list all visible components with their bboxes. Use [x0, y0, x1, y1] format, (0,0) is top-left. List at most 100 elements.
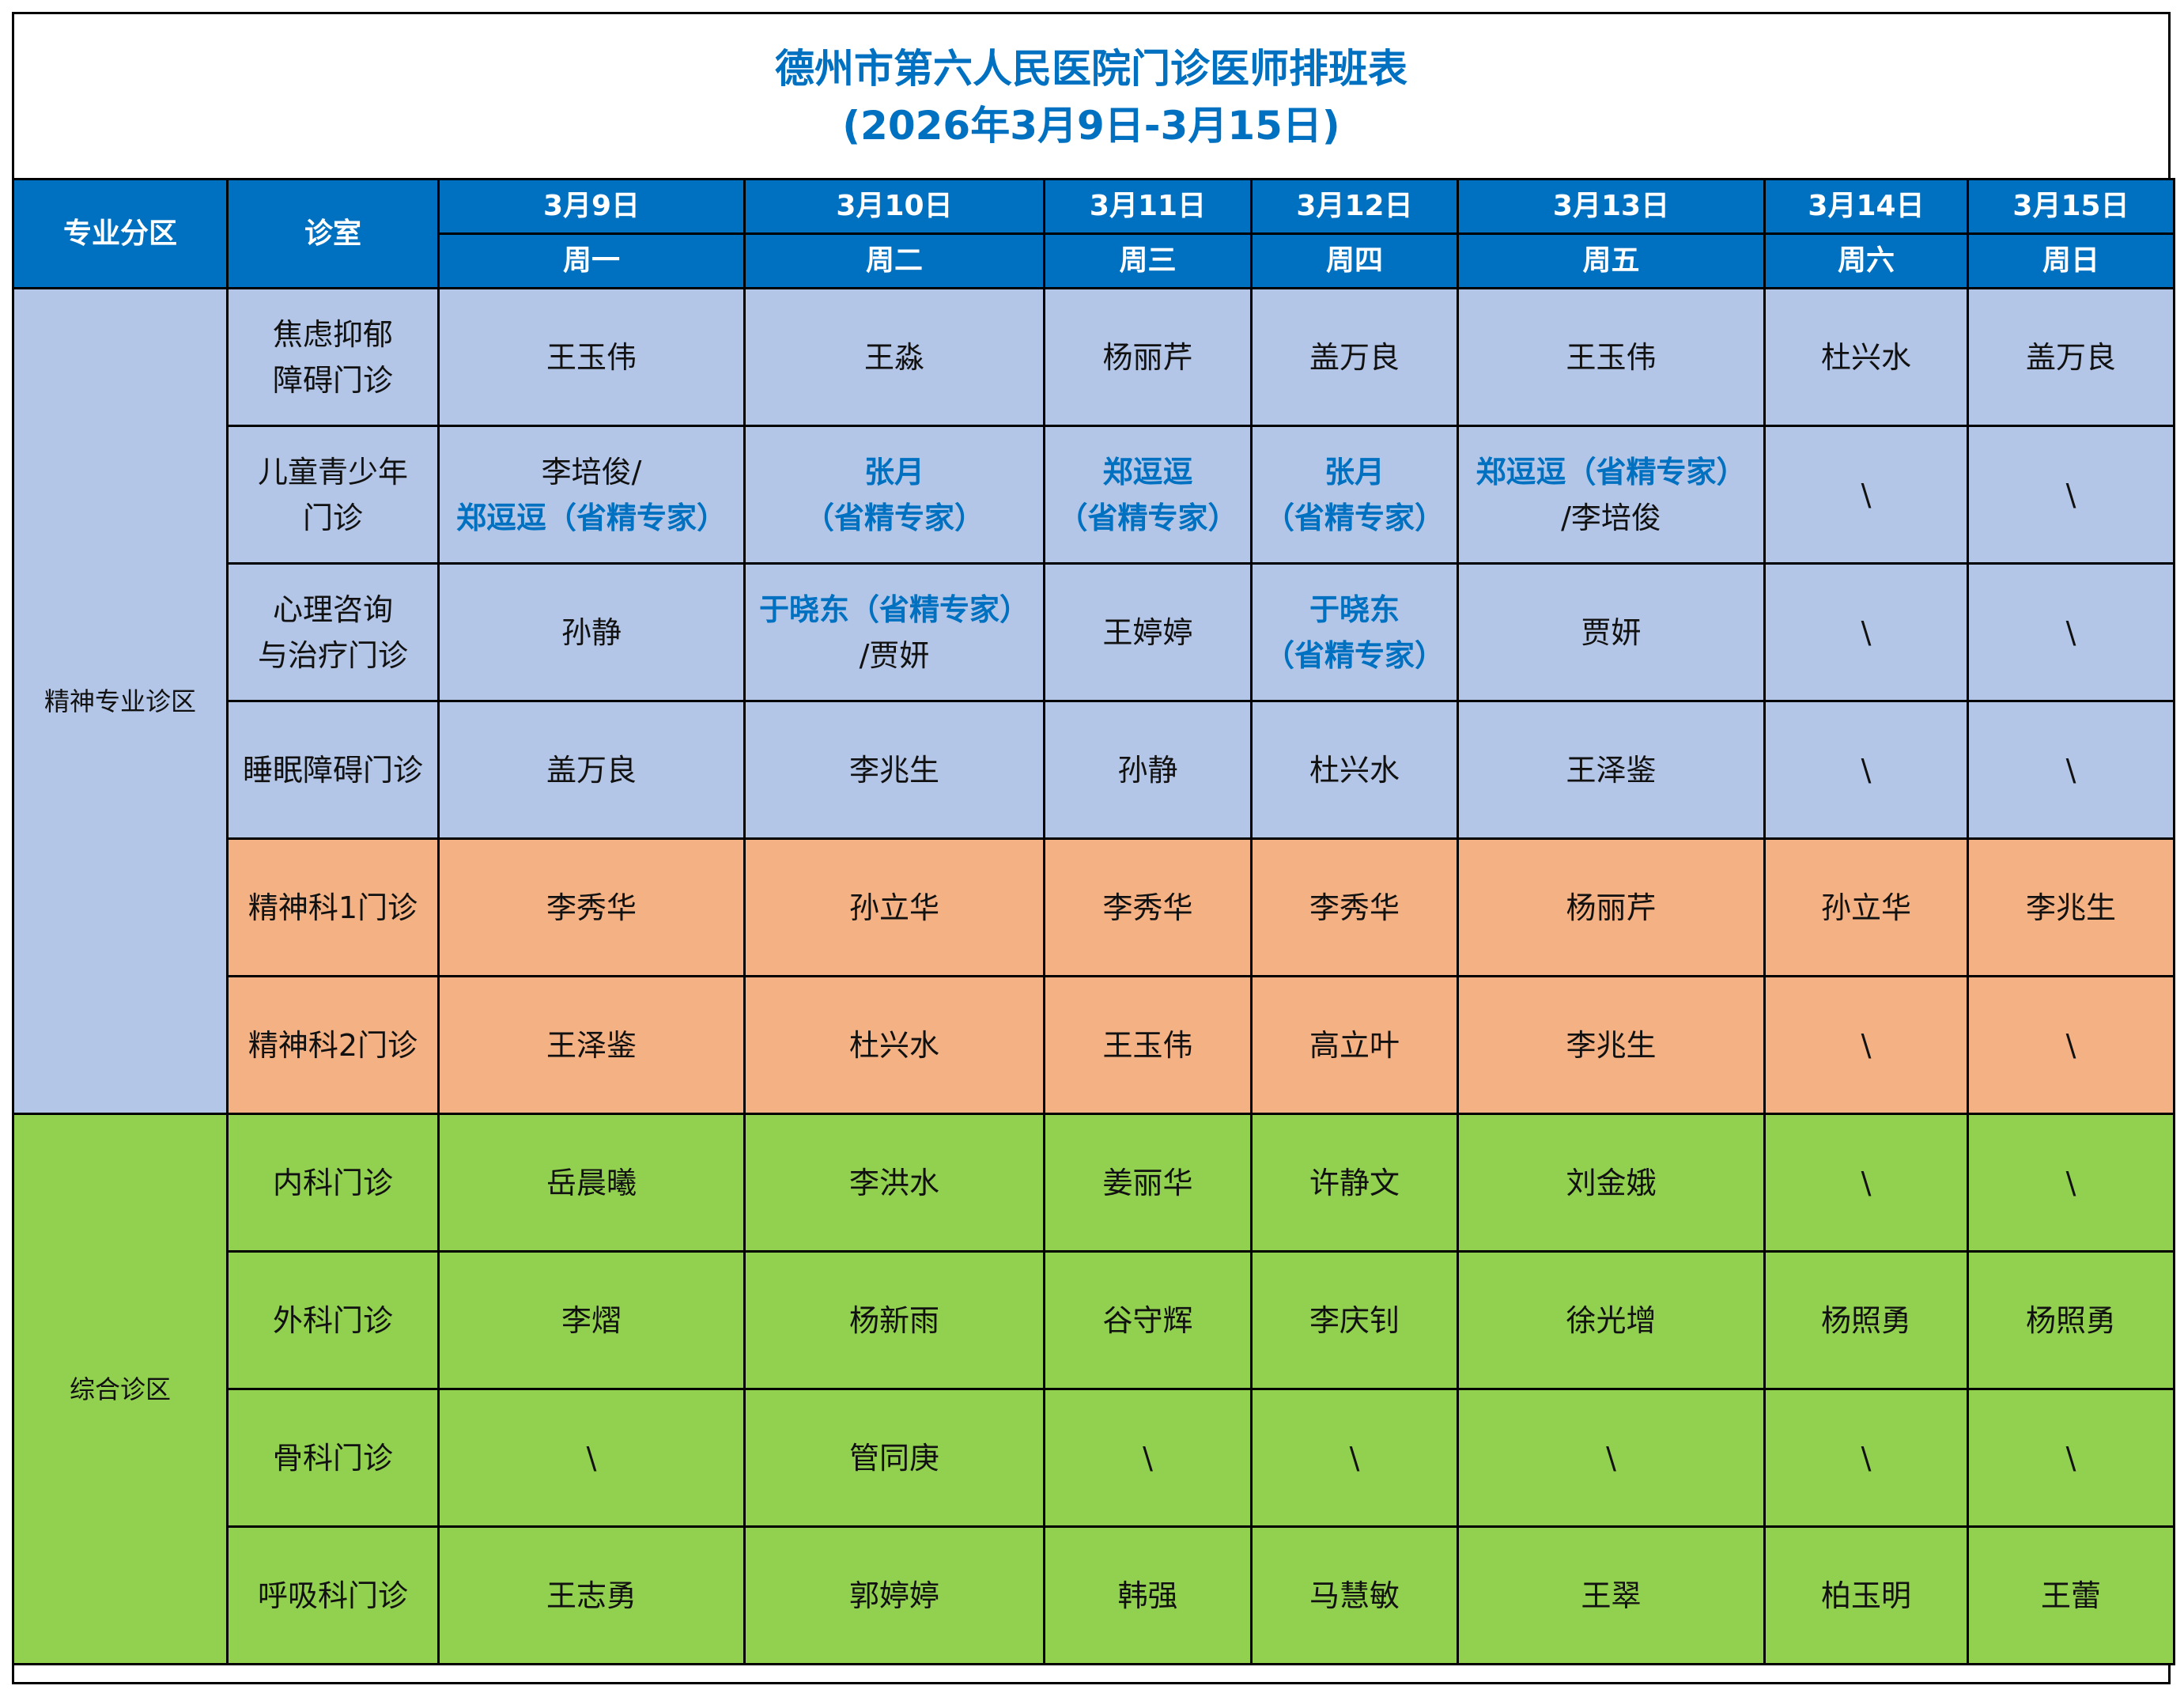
- doctor-name: 王志勇: [546, 1578, 637, 1613]
- schedule-cell: 王玉伟: [1043, 975, 1253, 1115]
- room-label: 心理咨询: [272, 591, 393, 627]
- schedule-cell: 管同庚: [743, 1388, 1045, 1528]
- schedule-cell: \: [1457, 1388, 1766, 1528]
- table-row: 呼吸科门诊 王志勇 郭婷婷 韩强 马慧敏 王翠 柏玉明 王蕾: [13, 1525, 2175, 1665]
- header-date: 3月12日: [1250, 178, 1459, 235]
- room-label: 睡眠障碍门诊: [242, 752, 423, 788]
- doctor-name: 李秀华: [546, 890, 637, 925]
- doctor-name: \: [1349, 1440, 1360, 1476]
- doctor-name: \: [1861, 1027, 1872, 1063]
- schedule-cell: 刘金娥: [1457, 1113, 1766, 1253]
- schedule-cell: 李秀华: [1250, 837, 1459, 977]
- header-date: 3月14日: [1763, 178, 1969, 235]
- doctor-name: 李兆生: [848, 752, 939, 788]
- header-weekday: 周一: [437, 232, 746, 289]
- doctor-name: 徐光增: [1566, 1302, 1657, 1338]
- room-label: 精神科2门诊: [247, 1027, 418, 1063]
- schedule-cell: 王泽鉴: [1457, 700, 1766, 840]
- room-label: 门诊: [302, 500, 363, 535]
- schedule-cell: 柏玉明: [1763, 1525, 1969, 1665]
- doctor-name: 王玉伟: [1566, 339, 1657, 375]
- header-row-weekdays: 周一 周二 周三 周四 周五 周六 周日: [13, 232, 2175, 289]
- doctor-name: 盖万良: [1309, 339, 1400, 375]
- schedule-cell: \: [1250, 1388, 1459, 1528]
- doctor-name: \: [1606, 1440, 1616, 1476]
- schedule-cell: 王志勇: [437, 1525, 746, 1665]
- room-cell: 儿童青少年 门诊: [226, 425, 440, 565]
- room-cell: 精神科2门诊: [226, 975, 440, 1115]
- doctor-name: \: [1861, 752, 1872, 788]
- schedule-cell: \: [1763, 975, 1969, 1115]
- doctor-name: 姜丽华: [1102, 1165, 1193, 1200]
- schedule-cell: 于晓东 （省精专家）: [1250, 562, 1459, 702]
- room-label: 骨科门诊: [272, 1440, 393, 1476]
- expert-doctor-name: （省精专家）: [1264, 637, 1445, 673]
- schedule-cell: 盖万良: [437, 700, 746, 840]
- room-cell: 睡眠障碍门诊: [226, 700, 440, 840]
- schedule-cell: \: [1763, 425, 1969, 565]
- room-label: 障碍门诊: [272, 362, 393, 398]
- schedule-cell: 杨新雨: [743, 1250, 1045, 1390]
- title-box: 德州市第六人民医院门诊医师排班表 (2026年3月9日-3月15日): [14, 14, 2168, 180]
- schedule-cell: 孙立华: [743, 837, 1045, 977]
- schedule-cell: \: [1967, 1113, 2175, 1253]
- expert-doctor-name: 郑逗逗（省精专家）: [455, 500, 727, 535]
- schedule-cell: \: [1967, 975, 2175, 1115]
- zone-general: 综合诊区: [12, 1113, 229, 1665]
- doctor-name: 杨新雨: [848, 1302, 939, 1338]
- doctor-name: 孙静: [561, 614, 622, 650]
- header-weekday: 周六: [1763, 232, 1969, 289]
- schedule-cell: 于晓东（省精专家） /贾妍: [743, 562, 1045, 702]
- schedule-cell: 孙静: [437, 562, 746, 702]
- header-date: 3月13日: [1457, 178, 1766, 235]
- header-room: 诊室: [226, 178, 440, 289]
- doctor-name: 杜兴水: [1820, 339, 1911, 375]
- room-label: 呼吸科门诊: [257, 1578, 408, 1613]
- doctor-name: \: [1861, 614, 1872, 650]
- doctor-name: 郭婷婷: [848, 1578, 939, 1613]
- schedule-cell: 高立叶: [1250, 975, 1459, 1115]
- expert-doctor-name: 郑逗逗（省精专家）: [1476, 454, 1747, 489]
- schedule-cell: 郑逗逗（省精专家） /李培俊: [1457, 425, 1766, 565]
- schedule-cell: 李秀华: [437, 837, 746, 977]
- doctor-name: 管同庚: [848, 1440, 939, 1476]
- doctor-name: /李培俊: [1561, 500, 1661, 535]
- schedule-cell: \: [1043, 1388, 1253, 1528]
- table-row: 心理咨询 与治疗门诊 孙静 于晓东（省精专家） /贾妍 王婷婷 于晓东 （省精专家） 贾妍 \ \: [13, 562, 2175, 702]
- room-label: 儿童青少年: [257, 454, 408, 489]
- table-row: 骨科门诊 \ 管同庚 \ \ \ \ \: [13, 1388, 2175, 1528]
- schedule-table: 专业分区 诊室 3月9日 3月10日 3月11日 3月12日 3月13日 3月1…: [12, 178, 2175, 1665]
- schedule-sheet: 德州市第六人民医院门诊医师排班表 (2026年3月9日-3月15日) 专业分区 …: [12, 12, 2175, 1684]
- doctor-name: 杜兴水: [1309, 752, 1400, 788]
- room-cell: 焦虑抑郁 障碍门诊: [226, 287, 440, 427]
- schedule-cell: 李培俊/郑逗逗（省精专家）: [437, 425, 746, 565]
- doctor-name: 杨丽芹: [1566, 890, 1657, 925]
- expert-doctor-name: （省精专家）: [1057, 500, 1238, 535]
- doctor-name: \: [2065, 752, 2076, 788]
- room-cell: 呼吸科门诊: [226, 1525, 440, 1665]
- schedule-cell: 王玉伟: [1457, 287, 1766, 427]
- doctor-name: 王蕾: [2040, 1578, 2101, 1613]
- doctor-name: 杨照勇: [1820, 1302, 1911, 1338]
- schedule-cell: 贾妍: [1457, 562, 1766, 702]
- doctor-name: 王泽鉴: [546, 1027, 637, 1063]
- doctor-name: 刘金娥: [1566, 1165, 1657, 1200]
- schedule-cell: 杜兴水: [1763, 287, 1969, 427]
- schedule-cell: 李熠: [437, 1250, 746, 1390]
- header-weekday: 周日: [1967, 232, 2175, 289]
- schedule-cell: 李洪水: [743, 1113, 1045, 1253]
- doctor-name: 马慧敏: [1309, 1578, 1400, 1613]
- doctor-name: 柏玉明: [1820, 1578, 1911, 1613]
- doctor-name: \: [2065, 1440, 2076, 1476]
- page-title: 德州市第六人民医院门诊医师排班表: [775, 45, 1408, 92]
- header-date: 3月15日: [1967, 178, 2175, 235]
- expert-doctor-name: 于晓东: [1309, 591, 1400, 627]
- schedule-cell: \: [437, 1388, 746, 1528]
- doctor-name: 李洪水: [848, 1165, 939, 1200]
- header-date: 3月10日: [743, 178, 1045, 235]
- schedule-cell: \: [1763, 1388, 1969, 1528]
- doctor-name: \: [1143, 1440, 1153, 1476]
- header-weekday: 周四: [1250, 232, 1459, 289]
- schedule-cell: 盖万良: [1250, 287, 1459, 427]
- doctor-name: 王翠: [1581, 1578, 1642, 1613]
